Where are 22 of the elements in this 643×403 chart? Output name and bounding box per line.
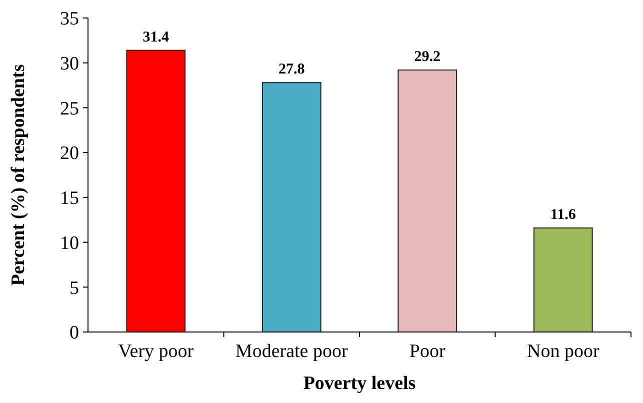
- y-tick-label: 0: [70, 322, 79, 344]
- y-tick-label: 20: [60, 143, 79, 164]
- y-tick-label: 10: [60, 232, 79, 254]
- data-label: 31.4: [142, 29, 170, 46]
- y-tick-label: 35: [60, 8, 79, 30]
- data-label: 27.8: [278, 62, 305, 78]
- data-label: 11.6: [550, 206, 576, 223]
- data-label: 29.2: [414, 49, 440, 66]
- y-tick-label: 25: [60, 98, 79, 120]
- x-tick-label: Moderate poor: [235, 341, 348, 362]
- y-tick-label: 30: [60, 54, 79, 75]
- x-tick-label: Non poor: [526, 341, 600, 362]
- bar: [533, 227, 593, 332]
- y-axis-title: Percent (%) of respondents: [8, 64, 29, 286]
- bar: [398, 70, 458, 332]
- y-tick-label: 5: [70, 278, 79, 299]
- x-tick-label: Poor: [409, 341, 446, 362]
- y-tick-label: 15: [60, 188, 79, 210]
- bar: [262, 82, 322, 332]
- bar: [126, 50, 186, 332]
- x-tick-label: Very poor: [118, 341, 194, 362]
- x-axis-title: Poverty levels: [303, 373, 416, 394]
